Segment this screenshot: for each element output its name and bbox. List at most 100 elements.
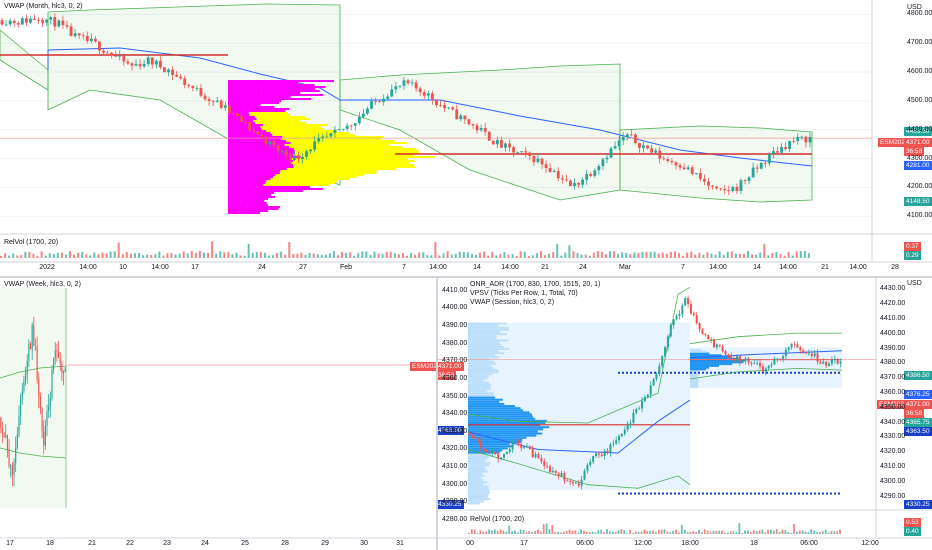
bottom-left-chart-svg[interactable] [0, 278, 436, 550]
br-candle [606, 450, 609, 453]
br-candle [635, 409, 638, 413]
bl-candle [36, 346, 38, 379]
br-vpsv-row-1 [468, 390, 488, 393]
br-candle [767, 365, 770, 369]
top-relvol-bar [434, 241, 437, 258]
bottom-right-chart-pane[interactable]: ONR_ADR (1700, 830, 1700, 1515, 20, 1) V… [438, 278, 932, 550]
br-relvol-bar [732, 531, 735, 534]
bl-candle [5, 435, 7, 438]
top-vp-row-up [239, 104, 261, 106]
top-candle [268, 141, 272, 145]
top-x-tick: Mar [618, 264, 632, 271]
top-vp-row-down [228, 146, 290, 148]
top-candle [504, 143, 507, 148]
top-relvol-bar [507, 254, 510, 258]
br-vpsv-row-1 [468, 377, 488, 380]
top-relvol-bar [791, 255, 794, 258]
br-relvol-bar [755, 531, 758, 534]
pane-separator-horizontal[interactable] [0, 276, 932, 278]
top-vp-row-up [291, 158, 409, 160]
top-x-tick: 14:00 [849, 264, 867, 271]
br-candle [649, 385, 652, 395]
top-candle [146, 57, 150, 64]
br-relvol-bar [816, 532, 818, 534]
top-relvol-bar [182, 251, 185, 258]
top-candle [573, 182, 576, 187]
br-relvol-label[interactable]: RelVol (1700, 20) [470, 516, 525, 523]
bl-indicator-label[interactable]: VWAP (Week, hlc3, 0, 2) [4, 281, 81, 288]
br-indicator-onr-adr[interactable]: ONR_ADR (1700, 830, 1700, 1515, 20, 1) [470, 281, 601, 288]
bl-candle [46, 411, 48, 426]
br-vpsv-row-1 [468, 496, 489, 499]
top-relvol-label[interactable]: RelVol (1700, 20) [4, 239, 59, 246]
br-vpsv-row-1 [468, 328, 509, 331]
br-vpsv-row-1 [468, 479, 484, 482]
top-x-tick: 14:00 [709, 264, 727, 271]
top-candle [666, 159, 670, 162]
pane-separator-vertical[interactable] [436, 278, 438, 550]
top-candle [422, 92, 426, 96]
br-relvol-bar [703, 529, 706, 534]
br-y-tick-left: 4390.00 [442, 322, 468, 330]
top-candle [763, 162, 767, 164]
br-indicator-vpsv[interactable]: VPSV (Ticks Per Row, 1, Total, 70) [470, 290, 578, 297]
top-chart-svg[interactable] [0, 0, 932, 276]
top-candle [601, 159, 605, 167]
br-candle [546, 465, 549, 467]
top-candle [674, 162, 678, 166]
top-x-tick: Feb [339, 264, 353, 271]
br-vpsv-row-1 [468, 466, 485, 469]
bl-candle [51, 369, 53, 398]
top-candle [321, 136, 325, 139]
br-vpsv-row-2 [690, 370, 699, 373]
top-candle [305, 151, 308, 157]
top-vp-row-up [300, 156, 436, 158]
top-vp-row-up [241, 198, 268, 200]
br-relvol-bar [600, 529, 603, 534]
bottom-left-chart-pane[interactable]: VWAP (Week, hlc3, 0, 2) ESM2022 17 18 21 22… [0, 278, 436, 550]
top-relvol-bar [48, 253, 51, 258]
top-candle [617, 140, 621, 147]
top-candle [24, 18, 28, 23]
top-relvol-bar [385, 251, 388, 258]
bottom-right-chart-svg[interactable] [438, 278, 932, 550]
top-vp-row-up [261, 128, 324, 130]
br-candle [721, 346, 724, 352]
br-candle [707, 334, 710, 340]
br-candle [534, 454, 537, 458]
top-candle [621, 137, 625, 141]
top-candle [804, 136, 808, 143]
br-relvol-bar [548, 529, 551, 534]
br-y-tick-left: 4400.00 [442, 304, 468, 312]
br-y-tick-right: 4420.00 [880, 300, 906, 308]
top-candle [516, 151, 520, 153]
top-chart-pane[interactable]: VWAP (Month, hlc3, 0, 2) USD RelVol (170… [0, 0, 932, 276]
top-relvol-bar [389, 251, 392, 258]
bl-x-tick: 29 [321, 540, 329, 547]
br-band-upper-1 [467, 286, 691, 424]
top-candle [154, 60, 158, 65]
br-relvol-bar [508, 525, 511, 534]
top-vp-row-down [228, 184, 264, 186]
top-vp-row-up [256, 186, 311, 188]
top-candle [301, 156, 304, 160]
top-relvol-bar [105, 253, 108, 258]
top-relvol-bar [138, 252, 141, 258]
br-indicator-vwap[interactable]: VWAP (Session, hlc3, 0, 2) [470, 299, 555, 306]
top-relvol-bar [121, 254, 124, 258]
top-vp-row-up [246, 100, 282, 102]
top-vp-row-down [228, 148, 294, 150]
top-y-tick: 4600.00 [907, 68, 932, 76]
bl-candle [43, 431, 45, 446]
br-relvol-bar [833, 531, 836, 534]
br-vpsv-row-1 [468, 421, 546, 424]
top-indicator-label[interactable]: VWAP (Month, hlc3, 0, 2) [4, 3, 83, 10]
top-candle [195, 87, 199, 89]
br-candle [695, 315, 698, 324]
br-relvol-bar [631, 532, 634, 534]
br-candle [540, 458, 543, 462]
top-relvol-bar [633, 252, 636, 258]
top-candle [102, 50, 105, 53]
top-candle [654, 150, 658, 153]
br-vpsv-row-2 [690, 373, 700, 376]
